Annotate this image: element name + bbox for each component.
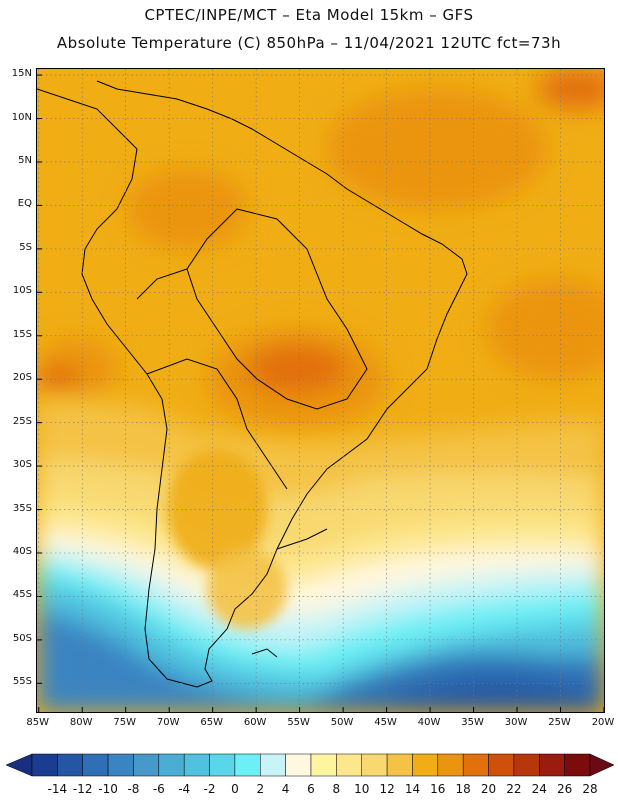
colorbar-swatch <box>437 753 464 777</box>
colorbar-swatch <box>260 753 286 777</box>
lon-label: 25W <box>548 717 571 728</box>
lon-label: 85W <box>26 717 50 728</box>
colorbar-swatch <box>107 753 134 777</box>
colorbar-swatch <box>82 753 109 777</box>
map-title-line2: Absolute Temperature (C) 850hPa – 11/04/… <box>56 34 562 52</box>
lat-label: 10S <box>12 285 32 297</box>
lon-label: 60W <box>243 717 267 728</box>
lon-label: 70W <box>156 717 180 728</box>
cool-regions <box>37 399 604 712</box>
lat-label: EQ <box>17 198 32 210</box>
colorbar-swatch <box>158 753 185 777</box>
colorbar-label: 14 <box>404 782 421 796</box>
map-title-line1: CPTEC/INPE/MCT – Eta Model 15km – GFS <box>144 6 474 24</box>
colorbar-label: 18 <box>455 782 471 796</box>
colorbar-swatch <box>31 753 58 777</box>
colorbar-label: 24 <box>531 782 547 796</box>
colorbar-label: 2 <box>256 782 265 796</box>
colorbar-label: -2 <box>203 782 216 796</box>
lat-label: 35S <box>12 502 32 514</box>
lon-label: 40W <box>417 717 441 728</box>
warm-regions <box>37 69 604 429</box>
colorbar-label: -14 <box>47 782 68 796</box>
colorbar-label: -8 <box>127 782 140 796</box>
lat-label: 55S <box>12 676 32 688</box>
lat-lon-grid <box>37 69 604 712</box>
colorbar-label: 26 <box>556 782 573 796</box>
colorbar-swatch <box>285 753 312 777</box>
lat-label: 5N <box>18 154 32 166</box>
lon-label: 55W <box>287 717 310 728</box>
inland-band <box>167 449 287 629</box>
colorbar-swatch <box>564 753 591 777</box>
lat-label: 30S <box>12 459 32 471</box>
colorbar-swatch <box>462 753 489 777</box>
colorbar-label: -4 <box>178 782 191 796</box>
colorbar-swatch <box>412 753 439 777</box>
lon-label: 80W <box>69 717 93 728</box>
colorbar-swatch <box>310 753 337 777</box>
lat-label: 45S <box>12 589 32 601</box>
colorbar-label: 4 <box>281 782 290 796</box>
colorbar-swatch <box>336 753 362 777</box>
colorbar-swatch <box>386 753 413 777</box>
colorbar-label: 12 <box>379 782 395 796</box>
colorbar-label: 22 <box>506 782 522 796</box>
lon-label: 50W <box>330 717 354 728</box>
coastlines <box>37 80 468 688</box>
lat-label: 20S <box>12 372 32 384</box>
colorbar-label: 20 <box>480 782 497 796</box>
colorbar-min-arrow <box>5 753 33 777</box>
colorbar-swatch <box>488 753 515 777</box>
colorbar-swatch <box>361 753 388 777</box>
lon-label: 65W <box>200 717 223 728</box>
lon-label: 35W <box>461 717 484 728</box>
colorbar-label: -12 <box>72 782 93 796</box>
lat-label: 15N <box>11 68 32 80</box>
lat-label: 40S <box>12 545 32 557</box>
lat-label: 5S <box>19 241 32 253</box>
colorbar-label: 0 <box>231 782 239 796</box>
temperature-colorbar <box>5 753 615 777</box>
colorbar-label: 10 <box>354 782 370 796</box>
colorbar-swatch <box>234 753 261 777</box>
colorbar-swatch <box>209 753 236 777</box>
colorbar-label: 28 <box>582 782 598 796</box>
lon-label: 75W <box>113 717 136 728</box>
colorbar-swatch <box>57 753 83 777</box>
temperature-field <box>37 69 604 712</box>
lat-label: 15S <box>12 328 32 340</box>
colorbar-label: 6 <box>307 782 315 796</box>
lon-label: 30W <box>504 717 528 728</box>
colorbar-label: -10 <box>98 782 118 796</box>
colorbar-max-arrow <box>589 753 615 777</box>
colorbar-swatch <box>513 753 540 777</box>
lat-label: 10N <box>11 111 32 123</box>
colorbar-swatch <box>539 753 565 777</box>
lon-label: 45W <box>374 717 397 728</box>
temperature-map <box>36 68 605 713</box>
lat-label: 25S <box>12 415 32 427</box>
colorbar-swatch <box>133 753 160 777</box>
colorbar-swatch <box>183 753 210 777</box>
colorbar-label: 16 <box>430 782 446 796</box>
lon-label: 20W <box>591 717 615 728</box>
lat-label: 50S <box>12 632 32 644</box>
colorbar-label: 8 <box>332 782 341 796</box>
colorbar-label: -6 <box>152 782 165 796</box>
